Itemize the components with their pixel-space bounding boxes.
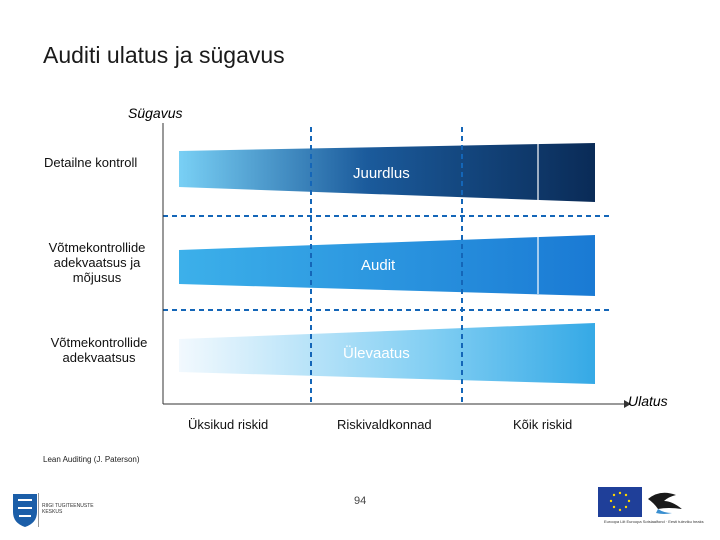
y-axis-label: Sügavus — [128, 105, 183, 121]
coat-of-arms-logo — [13, 494, 37, 527]
logo-left-text: RIIGI TUGITEENUSTE KESKUS — [42, 503, 94, 515]
band-ulevaatus — [179, 323, 595, 384]
logo-right-text: Euroopa Liit Euroopa Sotsiaalfond · Eest… — [604, 519, 704, 524]
page-title: Auditi ulatus ja sügavus — [43, 42, 285, 68]
eu-funding-logo — [598, 487, 682, 517]
page-number: 94 — [354, 495, 367, 507]
band-audit — [179, 235, 595, 296]
category-label-riskivaldkonnad: Riskivaldkonnad — [337, 417, 432, 432]
row-label-adekvaatsus: Võtmekontrollide adekvaatsus — [50, 335, 148, 365]
x-axis-label: Ulatus — [628, 393, 668, 409]
category-label-uksikud: Üksikud riskid — [188, 417, 269, 432]
logo-divider — [38, 493, 39, 527]
band-label-juurdlus: Juurdlus — [353, 165, 410, 182]
category-label-koik: Kõik riskid — [513, 417, 573, 432]
row-label-adekvaatsus-mojusus: Võtmekontrollide adekvaatsus ja mõjusus — [48, 240, 146, 285]
band-label-audit: Audit — [361, 257, 396, 274]
band-juurdlus — [179, 143, 595, 202]
band-label-ulevaatus: Ülevaatus — [343, 345, 410, 362]
source-citation: Lean Auditing (J. Paterson) — [43, 455, 140, 464]
x-axis-arrow — [624, 400, 631, 408]
row-label-detailne: Detailne kontroll — [44, 155, 138, 170]
